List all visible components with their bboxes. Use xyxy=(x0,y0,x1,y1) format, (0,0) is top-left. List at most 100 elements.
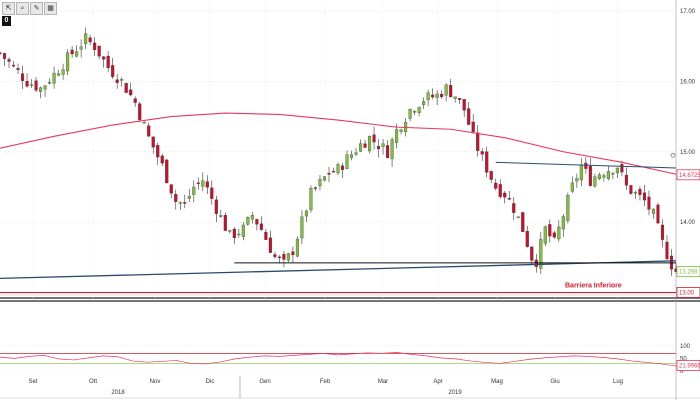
candle-body xyxy=(575,178,579,182)
candle-body xyxy=(304,210,309,217)
candle-body xyxy=(462,99,466,111)
time-axis: Set Ott Nov Dic Gen Feb Mar Apr Mag Giu Lug 2018 201… xyxy=(0,376,700,399)
candle-body xyxy=(223,215,227,231)
barrier-fill xyxy=(0,292,676,296)
candle-body xyxy=(440,93,444,98)
candle-body xyxy=(395,129,399,143)
candle-body xyxy=(20,73,25,81)
price-badge-label: 13.00 xyxy=(679,290,695,296)
candle-body xyxy=(142,122,146,124)
candle-body xyxy=(228,230,232,232)
candle-body xyxy=(570,182,574,192)
candle-body xyxy=(70,49,74,55)
candle-body xyxy=(449,85,453,98)
candle-body xyxy=(138,103,142,120)
x-tick-label: Apr xyxy=(433,379,442,385)
candle-body xyxy=(381,143,385,147)
price-badge-box xyxy=(676,287,700,298)
candle-body xyxy=(174,194,178,202)
candle-body xyxy=(480,151,484,155)
candle-body xyxy=(133,98,137,103)
candle-body xyxy=(530,246,534,261)
candle-body xyxy=(75,51,79,57)
x-tick-label: Nov xyxy=(150,379,161,385)
candle-body xyxy=(349,154,354,158)
candle-body xyxy=(241,224,245,237)
candle-body xyxy=(120,79,124,81)
candle-body xyxy=(336,164,340,174)
candle-body xyxy=(372,134,376,143)
candle-body xyxy=(413,111,417,113)
candle-body xyxy=(196,182,200,184)
candle-body xyxy=(111,65,115,77)
candle-body xyxy=(363,143,367,148)
indicator-series-line xyxy=(0,352,677,367)
candle-body xyxy=(444,84,448,96)
candle-body xyxy=(367,136,372,152)
candle-body xyxy=(557,226,561,240)
candle-body xyxy=(156,145,160,158)
candle-body xyxy=(638,188,642,195)
x-tick-label: Mag xyxy=(491,379,503,385)
candle-body xyxy=(201,180,205,187)
candle-body xyxy=(300,216,304,239)
candle-body xyxy=(277,256,281,259)
candle-body xyxy=(48,82,52,84)
candle-body xyxy=(2,53,7,59)
x-tick-label: Mar xyxy=(378,379,388,385)
candle-body xyxy=(219,215,223,217)
grid-icon[interactable]: ▦ xyxy=(44,2,57,15)
candle-body xyxy=(327,173,331,175)
candle-body xyxy=(552,232,556,238)
indicator-grid xyxy=(0,345,676,372)
candle-body xyxy=(97,45,101,57)
candle-body xyxy=(313,187,318,189)
chart-toolbar: ⇱ ⌕ ✎ ▦ xyxy=(2,2,57,15)
y-tick-label: 17.00 xyxy=(680,9,696,15)
candle-body xyxy=(192,186,196,195)
candle-body xyxy=(386,145,390,158)
moving-average xyxy=(0,112,677,175)
candle-body xyxy=(606,171,610,180)
candle-body xyxy=(476,132,480,151)
price-badge-box xyxy=(676,266,700,277)
candle-body xyxy=(543,226,547,244)
candle-body xyxy=(453,96,457,99)
candle-body xyxy=(593,176,597,187)
trendlines xyxy=(0,152,677,293)
zero-badge[interactable]: 0 xyxy=(2,16,11,26)
candle-body xyxy=(647,196,651,210)
y-tick-label: 14.00 xyxy=(680,220,696,226)
price-axis: 17.00 16.00 15.00 14.00 14.6725 13.298 13.00 10… xyxy=(676,9,700,375)
candle-body xyxy=(503,192,507,198)
candle-body xyxy=(187,196,191,199)
candle-body xyxy=(169,184,173,194)
cursor-icon[interactable]: ⇱ xyxy=(2,2,15,15)
candle-body xyxy=(588,166,592,186)
candle-body xyxy=(539,239,543,269)
candle-body xyxy=(431,94,435,98)
candle-body xyxy=(548,224,552,237)
price-badge-label: 14.6725 xyxy=(679,173,700,179)
barrier-annotation: Barriera Inferiore xyxy=(565,282,622,289)
candle-body xyxy=(282,253,286,260)
candle-body xyxy=(651,208,656,214)
x-tick-label: Gen xyxy=(259,379,270,385)
candle-body xyxy=(29,84,34,86)
candle-body xyxy=(458,98,462,100)
candle-body xyxy=(642,192,647,201)
candle-body xyxy=(93,42,97,50)
trendline-lower xyxy=(0,260,677,280)
zoom-icon[interactable]: ⌕ xyxy=(16,2,29,15)
candle-body xyxy=(295,238,299,257)
candle-body xyxy=(660,224,665,240)
price-badge: 13.298 xyxy=(676,266,700,277)
moving-average-line xyxy=(0,112,677,175)
indicator-badge-label: 21.9966 xyxy=(679,363,700,369)
candle-body xyxy=(88,37,92,43)
pencil-icon[interactable]: ✎ xyxy=(30,2,43,15)
candle-body xyxy=(210,187,214,199)
candle-body xyxy=(205,181,209,188)
